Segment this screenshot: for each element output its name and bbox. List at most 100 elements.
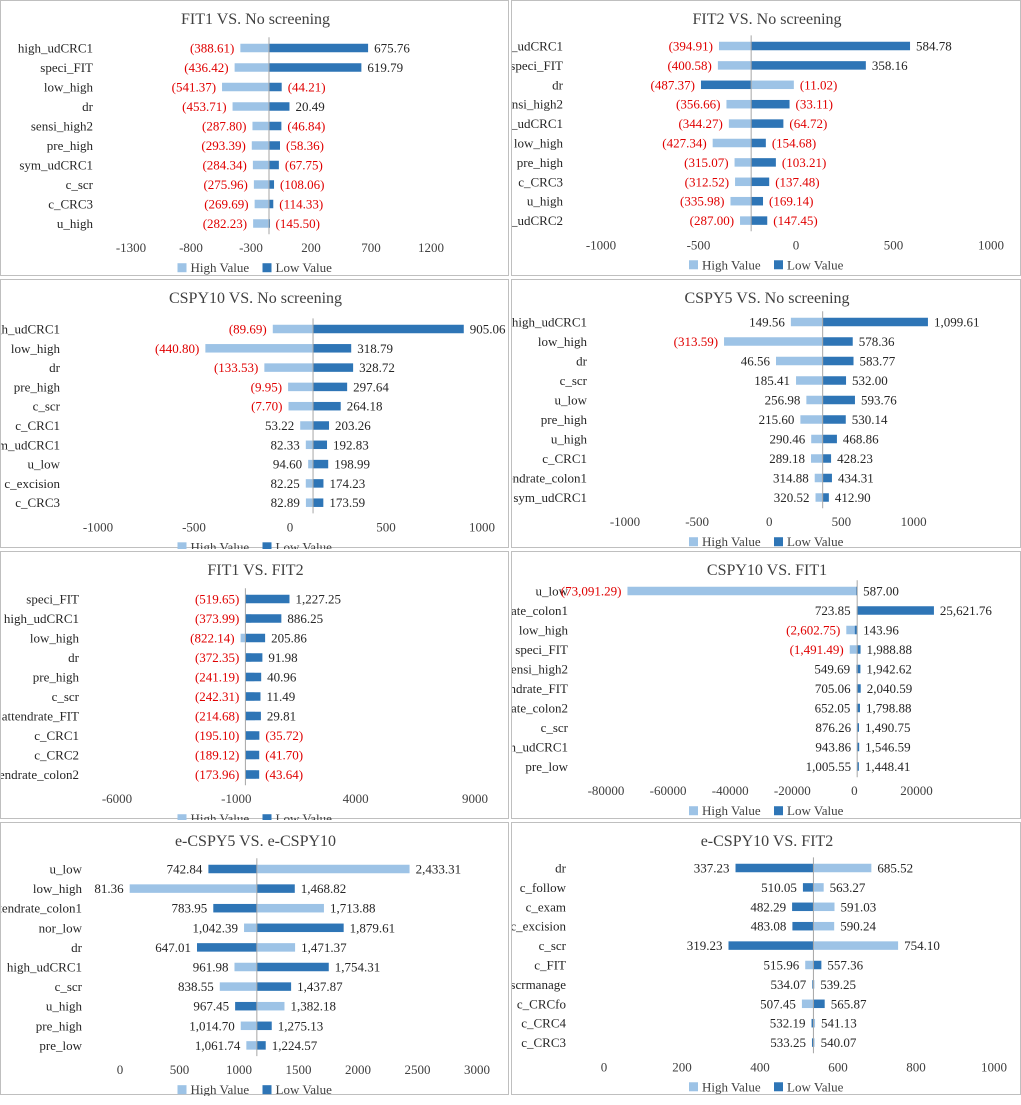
category-label-c-scr: c_scr [560, 373, 588, 388]
bar-high-u-high [253, 219, 269, 228]
x-tick-label: 200 [672, 1059, 692, 1074]
bar-high-c-crcfo [801, 999, 814, 1009]
chart-svg: CSPY10 VS. FIT1 u_low(73,091.29) 587.00 att… [512, 562, 992, 818]
bar-low-sensi-high2 [857, 664, 861, 674]
chart-svg: e-CSPY10 VS. FIT2 dr 337.23 685.52 c_follow 5… [512, 833, 1007, 1094]
bar-high-low-high [205, 344, 314, 353]
bar-high-c-scr [796, 376, 823, 385]
category-label-c-scrmanage: c_scrmanage [512, 977, 566, 992]
chart-panel-ecspy5-vs-ecspy10: e-CSPY5 VS. e-CSPY10 u_low 742.84 2,433.31 l… [0, 822, 509, 1096]
value-label-low: 584.78 [916, 39, 952, 54]
x-tick-label: -500 [687, 237, 711, 252]
category-label-speci-fit: speci_FIT [26, 592, 79, 607]
bar-low-c-excision [792, 921, 814, 931]
x-tick-label: -1300 [116, 240, 146, 255]
bar-low-low-high [269, 82, 282, 92]
bar-high-sensi-high2 [856, 664, 858, 674]
bar-high-c-exam [813, 902, 835, 912]
value-label-low: 530.14 [852, 412, 888, 427]
bar-high-speci-fit [717, 61, 752, 70]
value-label-high: (133.53) [214, 360, 258, 375]
category-label-c-crc1: c_CRC1 [15, 418, 60, 433]
x-tick-label: 500 [170, 1062, 190, 1077]
bar-high-c-fit [805, 960, 814, 970]
category-label-u-high: u_high [551, 432, 588, 447]
category-label-c-crc3: c_CRC3 [48, 197, 93, 212]
value-label-high: 82.89 [271, 495, 300, 510]
x-tick-label: -20000 [774, 783, 811, 798]
bar-high-attendrate-colon1 [256, 903, 324, 913]
x-tick-label: 1000 [469, 519, 495, 534]
chart-title: e-CSPY5 VS. e-CSPY10 [175, 833, 336, 850]
bar-high-sym-udcrc2 [740, 216, 752, 225]
bar-low-sym-udcrc1 [751, 119, 784, 128]
value-label-high: (388.61) [190, 41, 234, 56]
x-tick-label: -500 [182, 519, 206, 534]
bar-high-dr [751, 80, 794, 90]
x-tick-label: 0 [117, 1062, 124, 1077]
bar-low-low-high [245, 633, 266, 643]
value-label-high: (173.96) [195, 767, 239, 782]
value-label-low: 40.96 [267, 670, 297, 685]
value-label-high: 1,005.55 [806, 759, 852, 774]
value-label-high: (394.91) [669, 39, 713, 54]
bar-low-high-udcrc1 [245, 614, 282, 623]
value-label-low: 91.98 [268, 650, 297, 665]
bar-low-c-scr [857, 723, 860, 732]
value-label-low: 557.36 [827, 958, 863, 973]
bar-low-c-scr [313, 401, 341, 411]
value-label-high: 838.55 [178, 979, 214, 994]
bar-low-u-low [208, 864, 257, 874]
x-tick-label: -1000 [221, 791, 251, 806]
value-label-high: 1,382.18 [290, 999, 336, 1014]
value-label-high: 507.45 [760, 996, 796, 1011]
category-label-c-crc1: c_CRC1 [34, 728, 79, 743]
x-tick-label: 3000 [464, 1062, 490, 1077]
value-label-low: 143.96 [863, 623, 899, 638]
category-label-pre-high: pre_high [33, 670, 80, 685]
bar-low-nor-low [256, 923, 344, 933]
x-tick-label: 1000 [978, 237, 1004, 252]
legend-label-low: Low Value [787, 1079, 844, 1094]
bar-low-c-crc3 [313, 498, 324, 507]
value-label-high: (453.71) [182, 99, 226, 114]
bar-high-u-high [811, 434, 823, 444]
bar-high-c-crc3 [254, 199, 269, 209]
chart-svg: FIT1 VS. FIT2 speci_FIT (519.65) 1,227.25 hi… [1, 562, 488, 820]
bar-low-low-high [751, 138, 766, 148]
value-label-high: 943.86 [815, 740, 851, 755]
value-label-high: 215.60 [759, 412, 795, 427]
category-label-high-udcrc1: high_udCRC1 [512, 39, 563, 54]
bar-low-attendrate-colon1 [822, 473, 832, 483]
value-label-low: 428.23 [837, 451, 873, 466]
category-label-c-excision: c_excision [512, 919, 566, 934]
legend-swatch-low [774, 537, 783, 547]
value-label-low: 532.19 [770, 1016, 806, 1031]
value-label-high: (356.66) [676, 97, 720, 112]
legend-label-high: High Value [702, 534, 761, 549]
bar-low-c-scr [822, 376, 847, 385]
value-label-high: (284.34) [202, 158, 246, 173]
value-label-low: 886.25 [287, 611, 323, 626]
value-label-high: 685.52 [877, 861, 913, 876]
category-label-c-crc1: c_CRC1 [542, 451, 587, 466]
bar-low-c-crcfo [813, 999, 825, 1009]
bar-low-pre-high [269, 141, 280, 150]
bar-high-speci-fit [234, 63, 269, 72]
legend-label-low: Low Value [276, 1082, 333, 1096]
category-label-u-low: u_low [50, 862, 83, 877]
value-label-high: (189.12) [195, 748, 239, 763]
value-label-low: 578.36 [859, 334, 895, 349]
value-label-high: (7.70) [251, 399, 282, 414]
category-label-u-high: u_high [527, 194, 564, 209]
category-label-low-high: low_high [519, 623, 569, 638]
category-label-attendrate-colon2: attendrate_colon2 [512, 701, 568, 716]
bar-high-sym-udcrc1 [305, 440, 314, 450]
value-label-low: 1,546.59 [865, 740, 911, 755]
value-label-high: 1,471.37 [301, 940, 347, 955]
bar-high-pre-high [251, 141, 269, 150]
legend-label-high: High Value [191, 539, 250, 549]
x-tick-label: 0 [601, 1059, 608, 1074]
category-label-u-low: u_low [555, 393, 588, 408]
value-label-high: (427.34) [662, 136, 706, 151]
